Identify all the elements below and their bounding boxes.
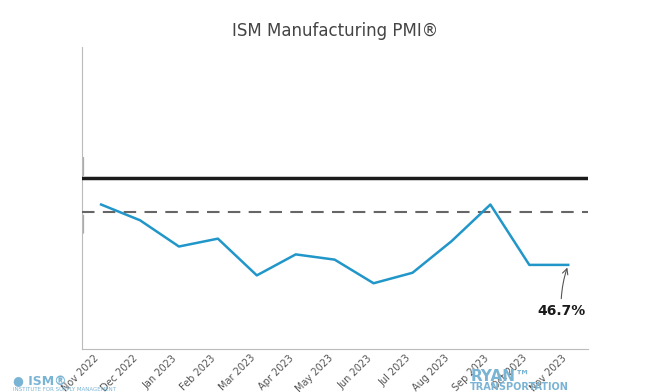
Text: ● ISM®: ● ISM®: [13, 375, 67, 388]
Text: 46.7%: 46.7%: [537, 269, 585, 318]
Text: TRANSPORTATION: TRANSPORTATION: [470, 381, 569, 392]
Title: ISM Manufacturing PMI®: ISM Manufacturing PMI®: [232, 22, 438, 40]
Text: INSTITUTE FOR SUPPLY MANAGEMENT: INSTITUTE FOR SUPPLY MANAGEMENT: [13, 387, 116, 392]
Text: RYAN™: RYAN™: [470, 369, 530, 384]
